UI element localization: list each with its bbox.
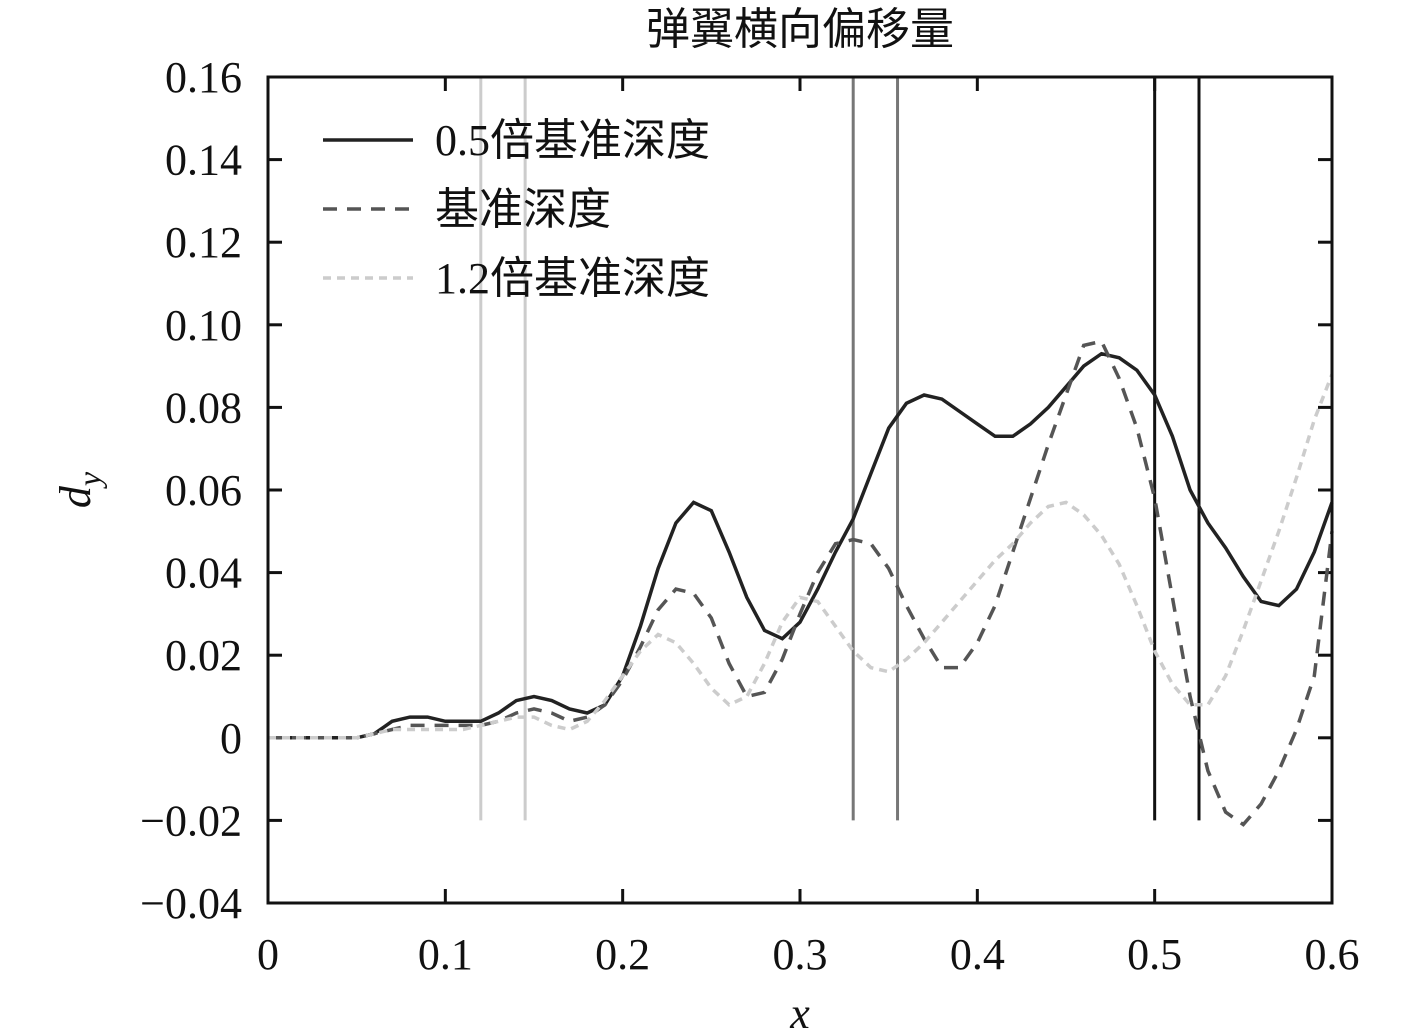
y-tick-label: 0.06 <box>165 466 242 515</box>
x-tick-label: 0.4 <box>950 930 1005 979</box>
x-tick-label: 0.2 <box>595 930 650 979</box>
x-tick-label: 0.6 <box>1305 930 1360 979</box>
y-tick-label: 0.04 <box>165 549 242 598</box>
y-tick-label: −0.04 <box>140 879 242 928</box>
y-tick-label: 0.10 <box>165 301 242 350</box>
legend-label: 基准深度 <box>435 185 611 234</box>
chart-title: 弹翼横向偏移量 <box>646 5 954 54</box>
x-tick-label: 0.3 <box>773 930 828 979</box>
y-tick-label: 0.08 <box>165 383 242 432</box>
y-tick-label: 0.02 <box>165 631 242 680</box>
series-line <box>268 339 1334 827</box>
y-tick-label: −0.02 <box>140 796 242 845</box>
y-tick-label: 0 <box>220 714 242 763</box>
x-tick-label: 0 <box>257 930 279 979</box>
y-axis-label: dy <box>51 471 107 508</box>
y-tick-label: 0.14 <box>165 136 242 185</box>
y-tick-label: 0.12 <box>165 218 242 267</box>
x-axis-label: x <box>789 989 810 1031</box>
y-axis-label-sub: y <box>71 471 107 489</box>
legend-label: 0.5倍基准深度 <box>435 116 710 165</box>
series-line <box>268 351 1334 740</box>
legend-label: 1.2倍基准深度 <box>435 254 710 303</box>
x-tick-label: 0.5 <box>1127 930 1182 979</box>
series-line <box>268 373 1334 740</box>
y-tick-label: 0.16 <box>165 53 242 102</box>
plot-frame <box>266 75 1334 905</box>
x-tick-label: 0.1 <box>418 930 473 979</box>
y-axis-label-main: d <box>51 485 100 508</box>
